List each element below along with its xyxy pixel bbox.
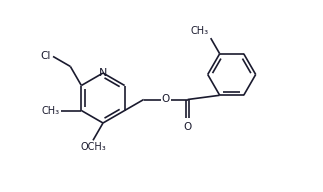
Text: CH₃: CH₃ xyxy=(41,105,59,116)
Text: O: O xyxy=(162,94,170,104)
Text: N: N xyxy=(99,68,107,78)
Text: Cl: Cl xyxy=(41,51,51,61)
Text: CH₃: CH₃ xyxy=(191,26,209,36)
Text: OCH₃: OCH₃ xyxy=(80,142,106,152)
Text: O: O xyxy=(183,122,192,132)
